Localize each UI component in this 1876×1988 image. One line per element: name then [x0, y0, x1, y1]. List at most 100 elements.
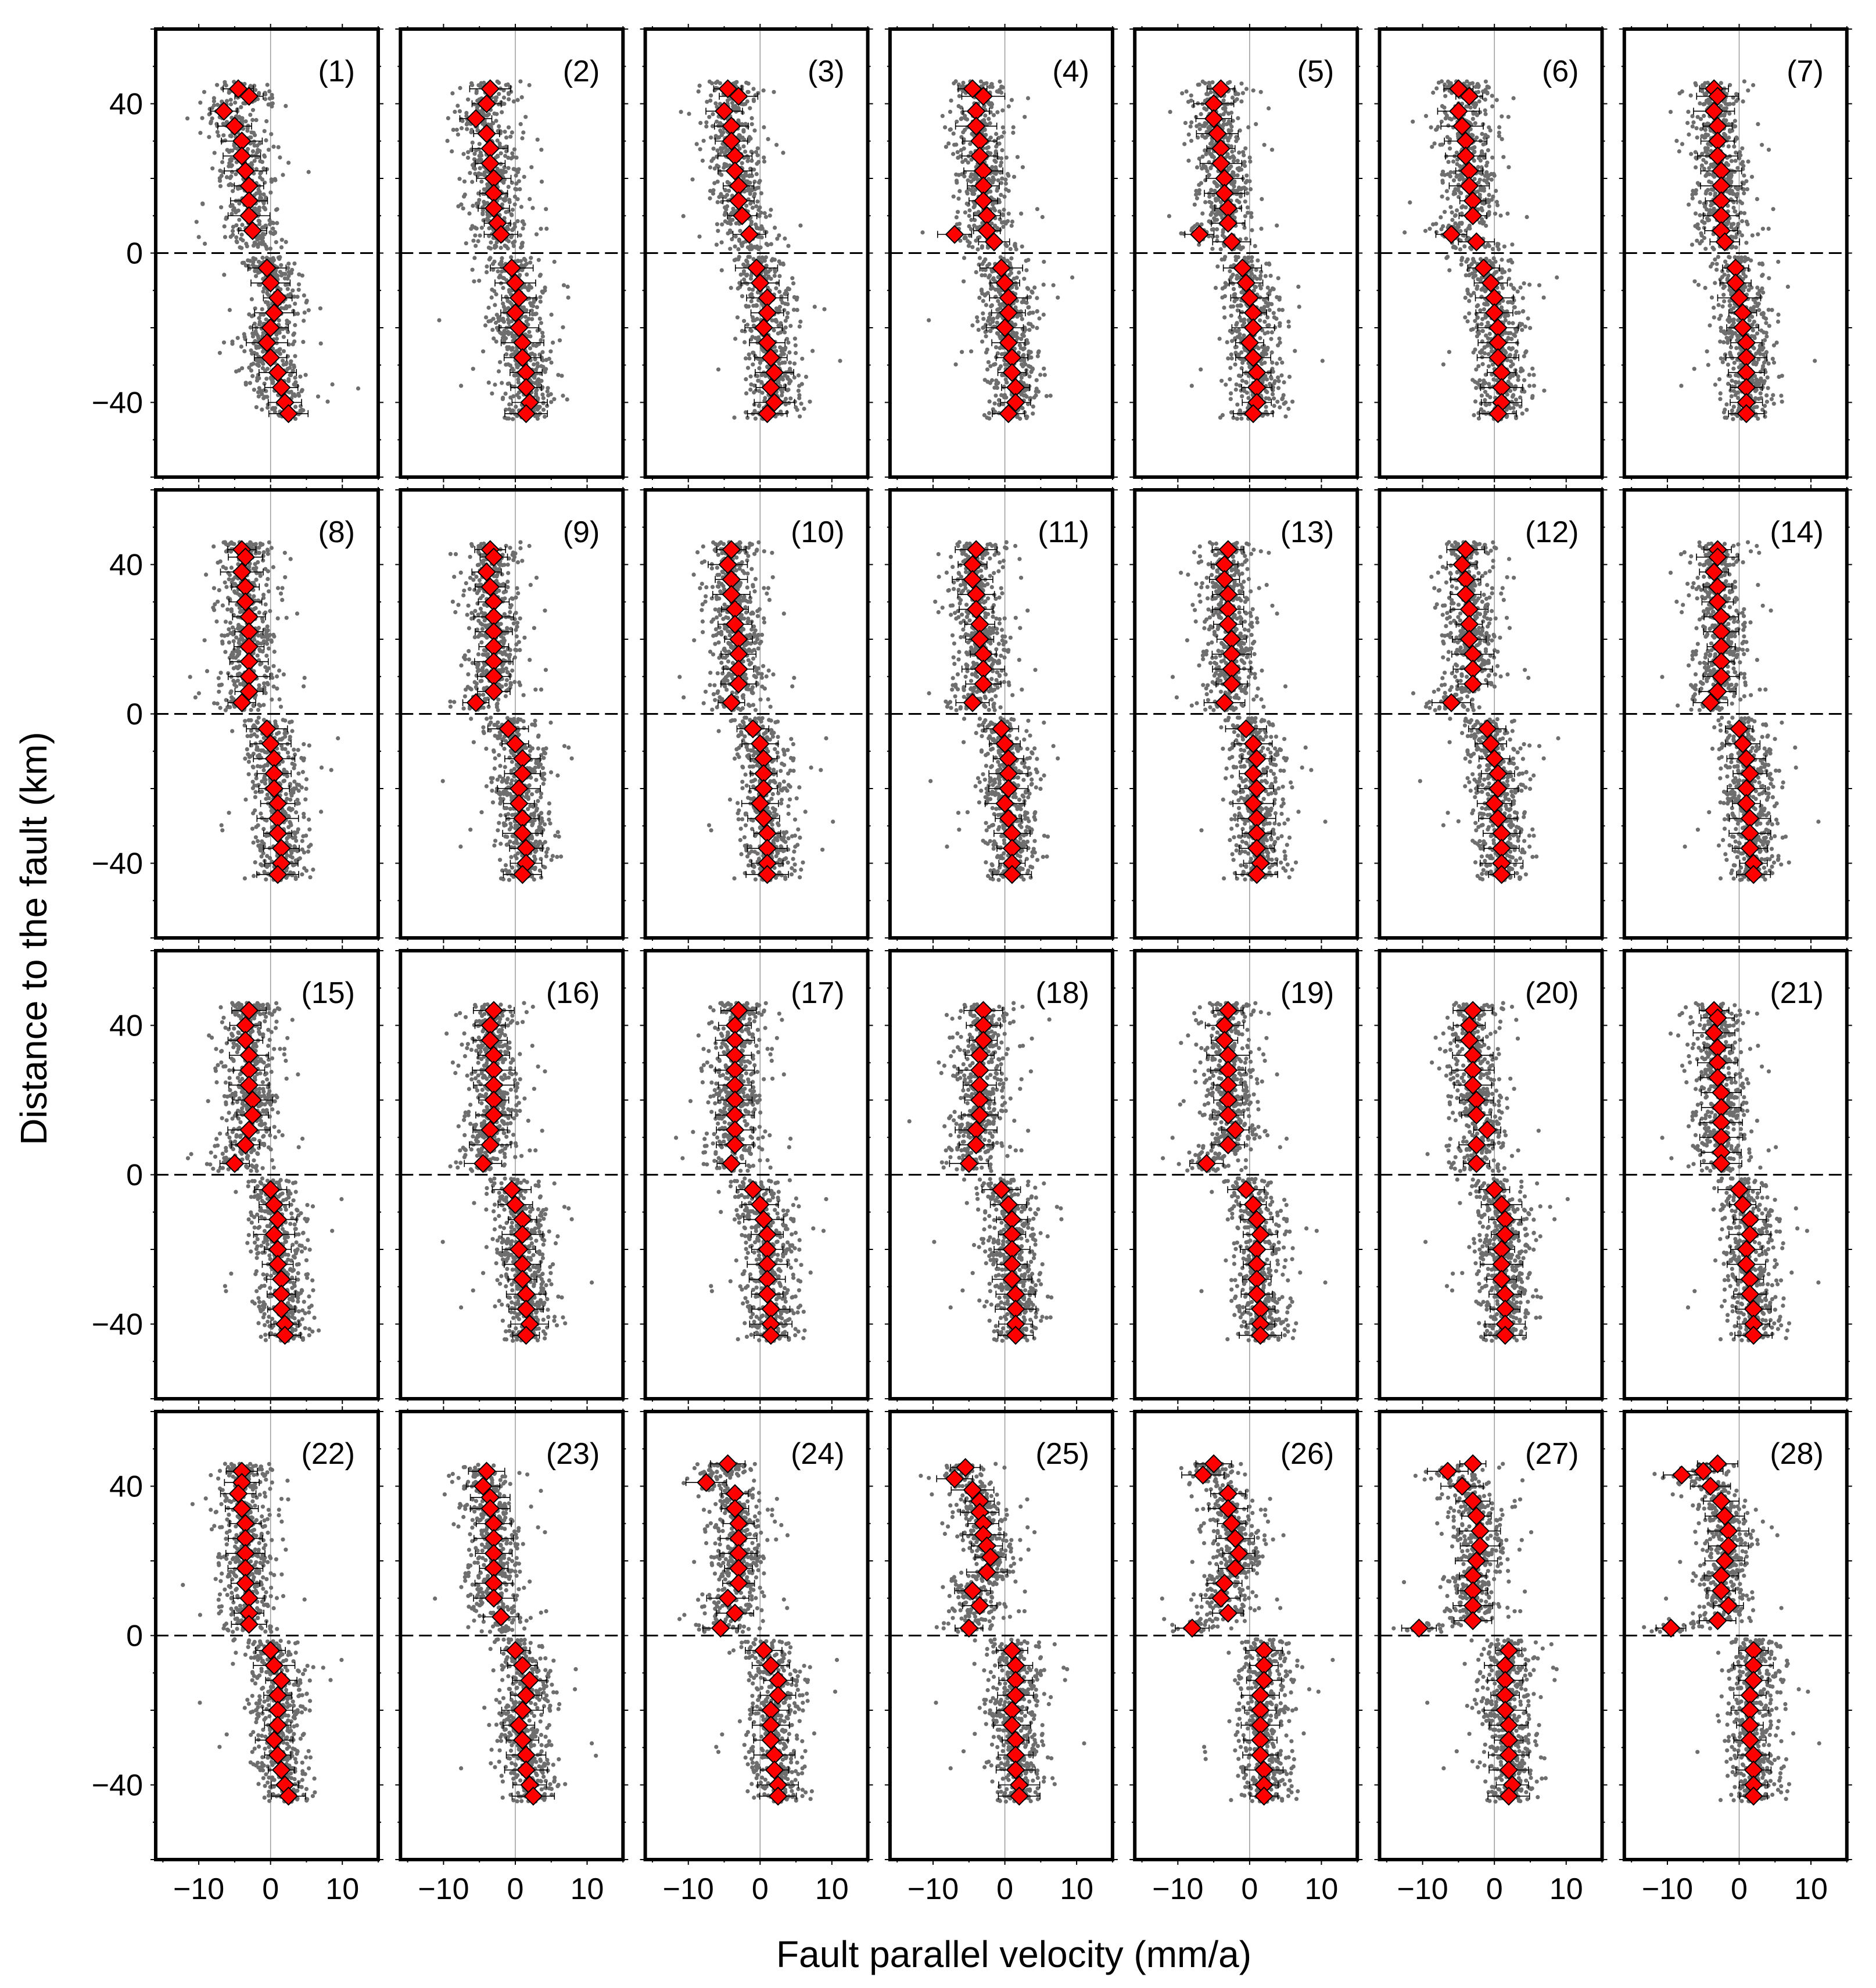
scatter-point	[506, 166, 511, 170]
scatter-point	[751, 303, 756, 308]
scatter-point	[944, 145, 948, 149]
scatter-point	[303, 372, 308, 377]
scatter-point	[253, 257, 258, 262]
scatter-point	[496, 169, 501, 174]
scatter-point	[470, 83, 475, 88]
scatter-point	[994, 131, 999, 137]
scatter-point	[290, 368, 295, 373]
scatter-point	[715, 200, 720, 205]
scatter-point	[995, 331, 999, 335]
scatter-point	[492, 336, 496, 341]
scatter-point	[274, 207, 279, 212]
scatter-point	[732, 415, 737, 420]
scatter-point	[515, 98, 520, 102]
scatter-point	[258, 236, 263, 241]
scatter-point	[509, 156, 514, 161]
mean-marker	[271, 378, 291, 397]
scatter-point	[753, 416, 758, 421]
scatter-point	[285, 282, 290, 287]
scatter-point	[752, 128, 757, 133]
scatter-point	[748, 276, 754, 281]
scatter-point	[1239, 350, 1244, 355]
scatter-point	[480, 121, 485, 126]
scatter-point	[267, 89, 272, 94]
scatter-point	[1234, 135, 1239, 139]
scatter-point	[504, 362, 508, 367]
scatter-point	[748, 387, 753, 392]
scatter-point	[242, 349, 247, 354]
scatter-point	[1249, 211, 1254, 216]
scatter-point	[951, 152, 956, 156]
scatter-point	[1227, 166, 1232, 171]
mean-marker	[747, 258, 766, 278]
scatter-point	[1259, 227, 1264, 231]
scatter-point	[1251, 88, 1256, 93]
scatter-point	[744, 80, 749, 85]
scatter-point	[705, 99, 709, 104]
scatter-point	[1269, 302, 1274, 307]
scatter-point	[966, 243, 971, 248]
scatter-point	[1022, 277, 1027, 281]
scatter-point	[712, 166, 717, 171]
scatter-point	[1229, 144, 1234, 149]
scatter-point	[989, 318, 994, 323]
scatter-point	[964, 189, 969, 194]
scatter-point	[772, 274, 777, 278]
mean-marker	[505, 273, 525, 293]
scatter-point	[269, 132, 274, 137]
scatter-point	[998, 306, 1003, 310]
scatter-point	[984, 303, 988, 307]
scatter-point	[250, 117, 255, 123]
scatter-point	[1034, 389, 1038, 394]
scatter-point	[993, 149, 998, 153]
scatter-point	[709, 93, 713, 98]
scatter-point	[1282, 380, 1286, 385]
scatter-point	[254, 118, 259, 123]
scatter-point	[258, 171, 263, 176]
scatter-point	[973, 211, 978, 216]
scatter-point	[479, 109, 485, 113]
scatter-point	[952, 142, 957, 147]
scatter-point	[1041, 312, 1046, 317]
mean-marker	[758, 333, 777, 353]
scatter-point	[1032, 285, 1037, 290]
scatter-point	[1278, 356, 1282, 361]
scatter-point	[464, 113, 469, 119]
scatter-point	[752, 390, 756, 395]
scatter-point	[1235, 417, 1239, 421]
scatter-point	[506, 227, 511, 232]
scatter-point	[289, 389, 293, 394]
scatter-point	[1222, 106, 1227, 110]
scatter-point	[264, 256, 269, 260]
scatter-point	[983, 329, 988, 334]
scatter-point	[1232, 292, 1237, 296]
scatter-point	[330, 382, 335, 387]
scatter-point	[1239, 303, 1243, 308]
scatter-point	[207, 106, 212, 112]
scatter-point	[306, 170, 311, 174]
scatter-point	[748, 106, 752, 110]
scatter-point	[1021, 381, 1026, 385]
mean-marker	[236, 161, 255, 181]
scatter-point	[301, 339, 306, 345]
scatter-point	[257, 320, 262, 324]
scatter-point	[1036, 349, 1041, 354]
scatter-point	[1233, 345, 1237, 350]
scatter-point	[1056, 295, 1060, 300]
scatter-point	[210, 116, 214, 121]
scatter-point	[261, 192, 266, 197]
scatter-point	[777, 289, 782, 294]
scatter-point	[743, 149, 748, 154]
scatter-point	[450, 91, 455, 96]
scatter-point	[502, 165, 507, 170]
scatter-point	[505, 299, 510, 303]
y-tick-label: −40	[92, 386, 143, 420]
scatter-point	[707, 114, 712, 119]
scatter-point	[787, 287, 791, 292]
scatter-point	[762, 211, 767, 216]
mean-marker	[264, 303, 284, 323]
scatter-point	[509, 235, 514, 239]
scatter-point	[500, 381, 504, 385]
scatter-point	[1267, 323, 1271, 328]
scatter-point	[1272, 315, 1276, 320]
